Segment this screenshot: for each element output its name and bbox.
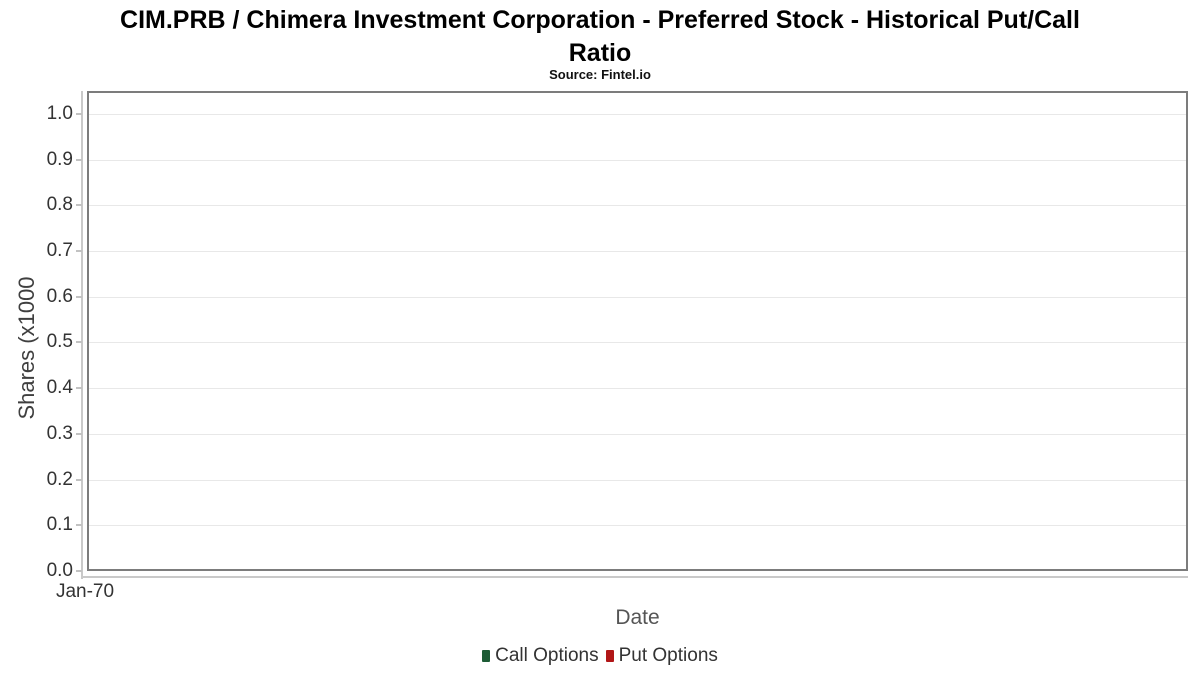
y-tick-mark-0.4: [76, 387, 82, 390]
legend-label: Put Options: [618, 645, 718, 666]
chart-title-line1: CIM.PRB / Chimera Investment Corporation…: [120, 6, 1080, 34]
y-tick-label-0.2: 0.2: [46, 468, 73, 490]
y-tick-label-1.0: 1.0: [46, 102, 73, 124]
y-tick-mark-0.1: [76, 524, 82, 527]
gridline-y-0.1: [89, 525, 1186, 527]
y-tick-label-0.1: 0.1: [46, 514, 73, 536]
chart-title: CIM.PRB / Chimera Investment Corporation…: [0, 4, 1200, 70]
y-axis-line: [81, 91, 83, 579]
y-tick-label-0.9: 0.9: [46, 148, 73, 170]
legend: Call Options Put Options: [0, 645, 1200, 667]
y-tick-mark-1.0: [76, 112, 82, 115]
y-tick-label-0.6: 0.6: [46, 285, 73, 307]
legend-marker-icon: [605, 650, 614, 662]
gridline-y-0.7: [89, 251, 1186, 252]
gridline-y-1.0: [89, 113, 1186, 115]
plot-gridlines: [87, 91, 1188, 571]
plot-area: [87, 91, 1188, 571]
chart-title-line2: Ratio: [568, 39, 632, 67]
y-tick-mark-0.9: [76, 158, 82, 161]
y-tick-label-0.4: 0.4: [46, 377, 73, 399]
gridline-y-0.4: [89, 388, 1186, 390]
gridline-y-0.8: [89, 205, 1186, 207]
y-tick-mark-0.0: [76, 570, 82, 572]
legend-marker-icon: [482, 650, 491, 662]
y-tick-label-0.3: 0.3: [46, 422, 73, 444]
y-axis-title: Shares (x1000: [14, 276, 39, 420]
y-tick-mark-0.2: [76, 478, 82, 481]
legend-item-call-options: Call Options: [482, 645, 599, 667]
y-tick-mark-0.3: [76, 432, 82, 435]
gridline-y-0.3: [89, 433, 1186, 435]
legend-item-put-options: Put Options: [605, 645, 718, 667]
y-tick-mark-0.5: [76, 341, 82, 344]
y-tick-mark-0.6: [76, 295, 82, 298]
x-tick-label: Jan-70: [55, 581, 115, 602]
x-axis-line: [82, 576, 1188, 578]
y-tick-label-0.7: 0.7: [46, 240, 73, 261]
legend-label: Call Options: [495, 645, 599, 666]
y-tick-label-0.8: 0.8: [46, 194, 73, 216]
y-tick-mark-0.8: [76, 204, 82, 207]
gridline-y-0.5: [89, 342, 1186, 344]
y-tick-label-0.5: 0.5: [46, 331, 73, 353]
y-tick-label-0.0: 0.0: [46, 560, 73, 581]
gridline-y-0.9: [89, 159, 1186, 161]
chart-subtitle: Source: Fintel.io: [549, 67, 651, 82]
x-axis-title: Date: [615, 606, 660, 629]
y-tick-mark-0.7: [76, 250, 82, 252]
gridline-y-0.2: [89, 479, 1186, 481]
gridline-y-0.6: [89, 296, 1186, 298]
